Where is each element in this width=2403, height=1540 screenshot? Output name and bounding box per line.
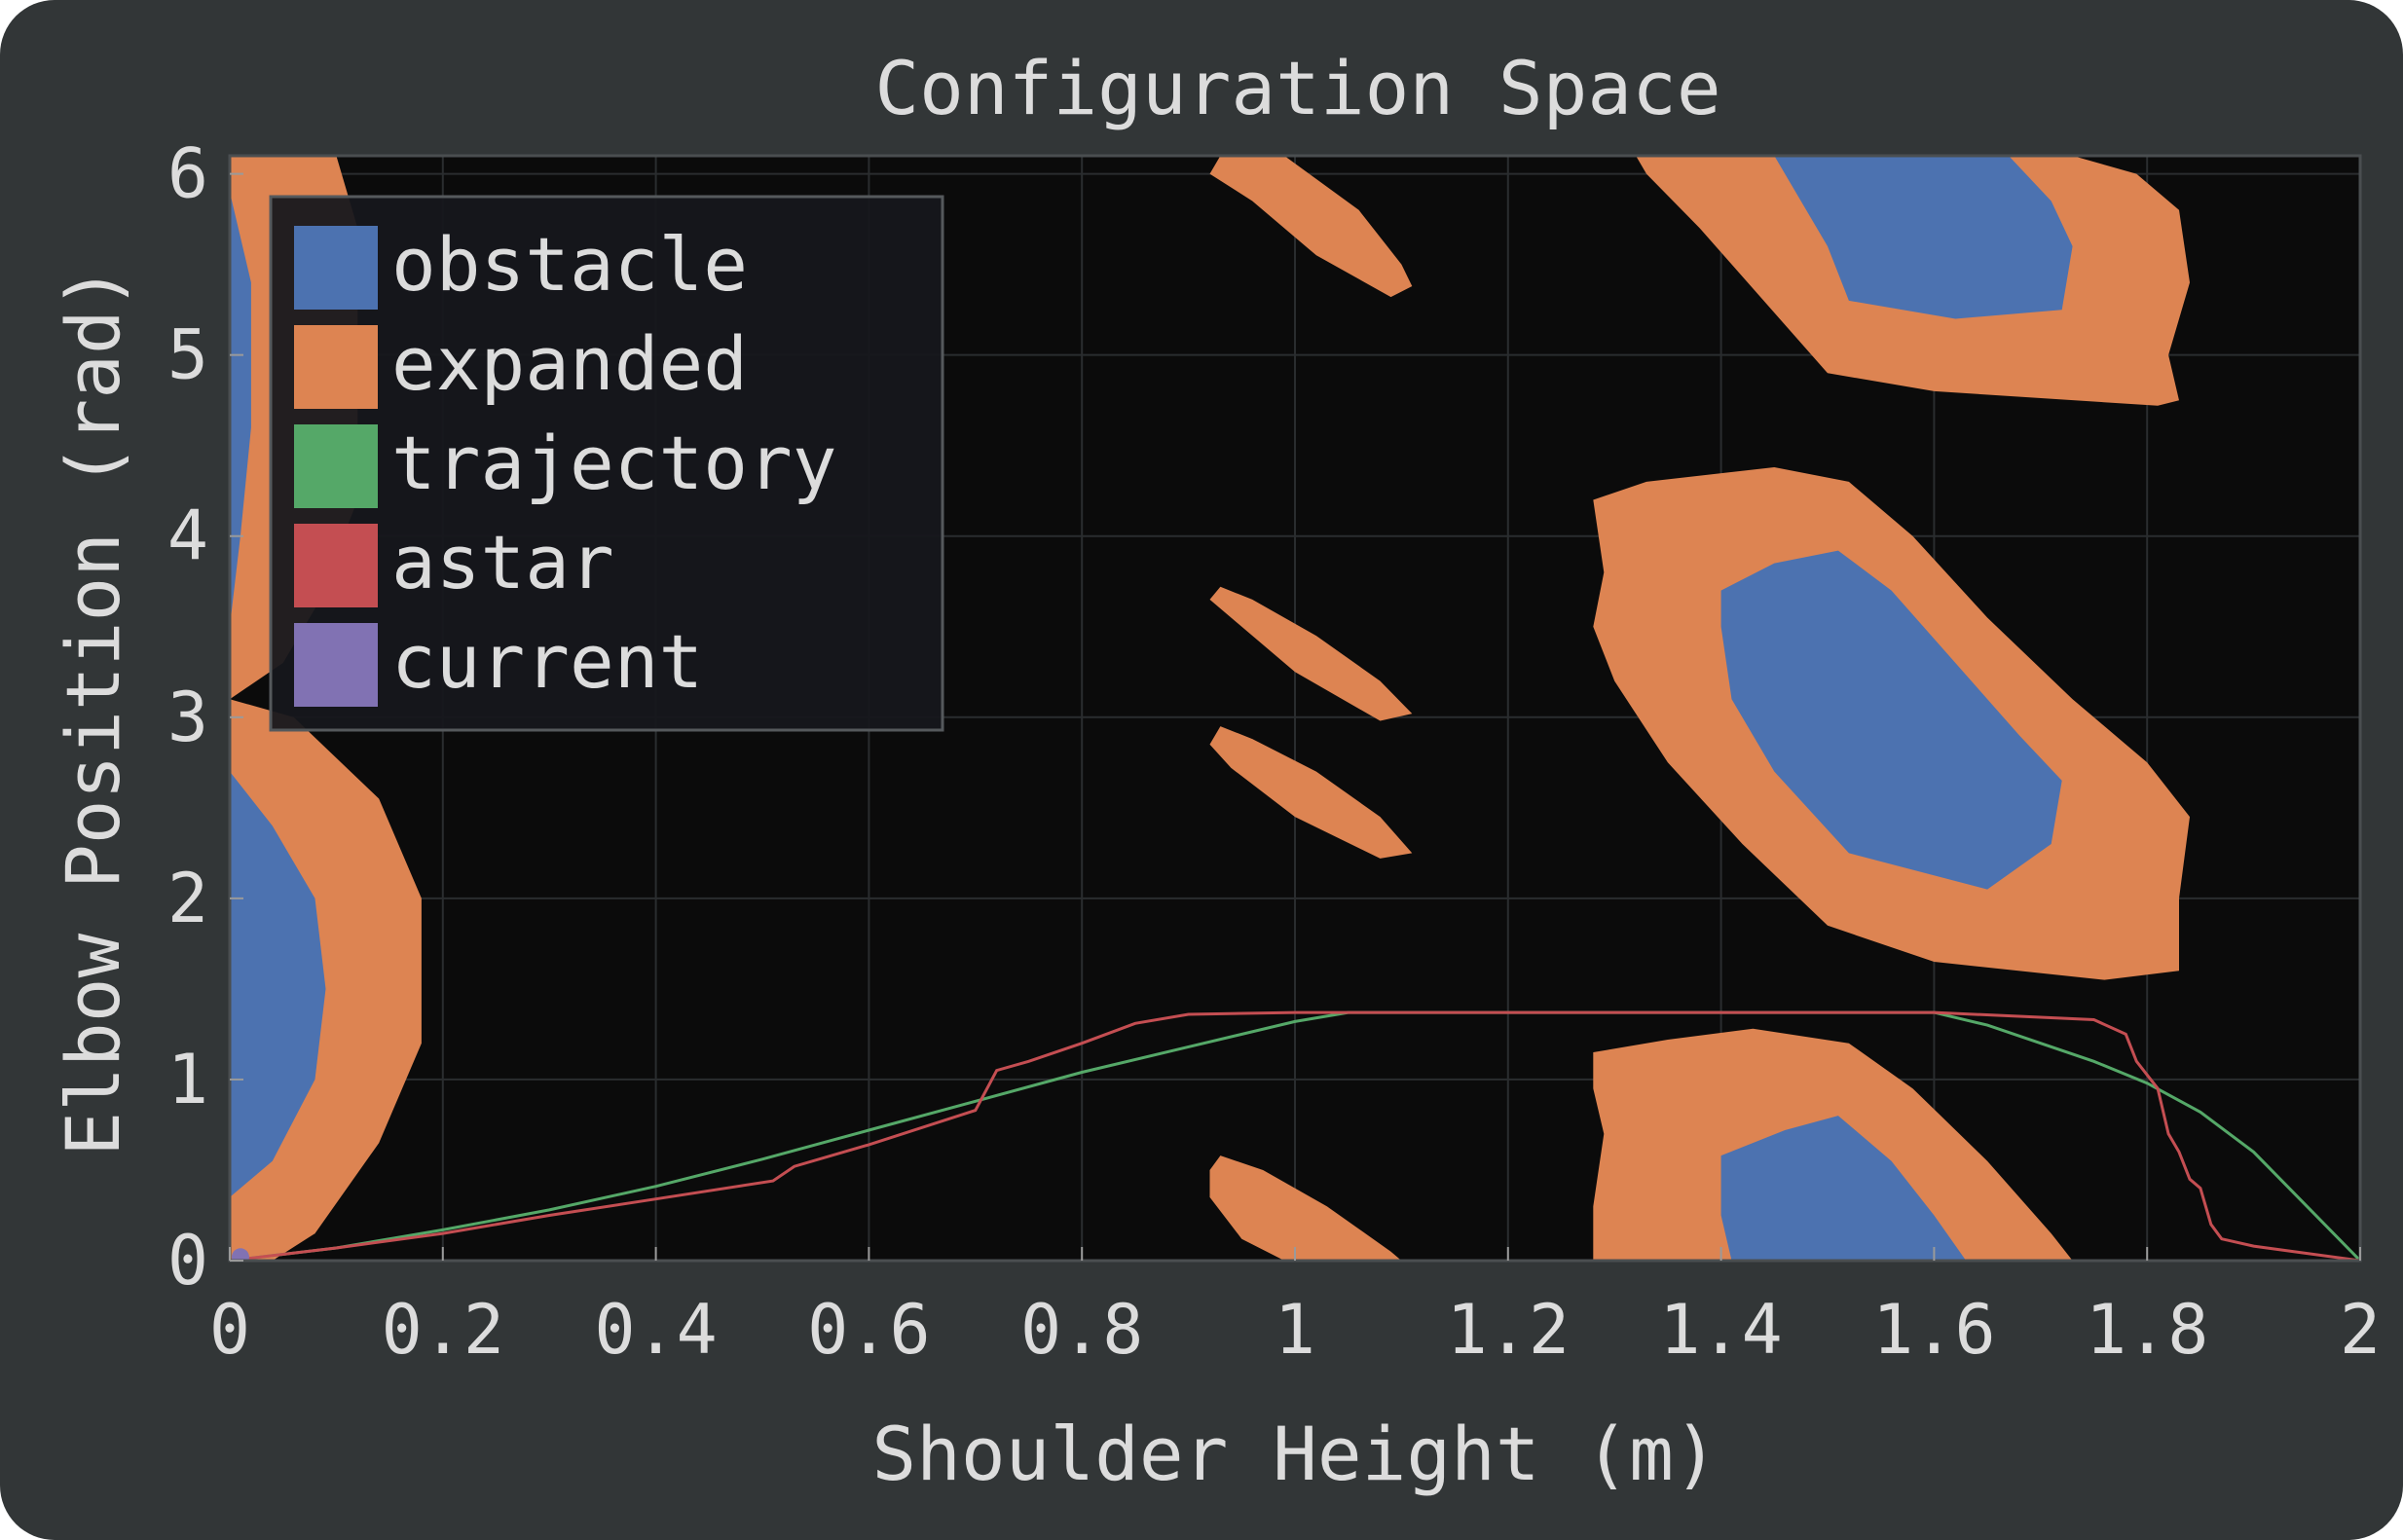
trajectory-line (230, 1010, 2360, 1261)
y-axis-ticks: 0 1 2 3 4 5 6 (167, 134, 243, 1301)
x-axis-ticks: 0 0.2 0.4 0.6 0.8 1 1.2 1.4 1.6 1.8 2 (209, 1247, 2381, 1370)
legend-box (269, 195, 944, 732)
y-tick-label: 6 (167, 134, 208, 214)
series-lines (230, 1010, 2360, 1261)
legend-swatch-expanded (294, 325, 378, 409)
astar-line (230, 1010, 2360, 1261)
legend-label-obstacle: obstacle (391, 221, 748, 308)
y-tick-label: 5 (167, 315, 208, 395)
x-tick-label: 0 (209, 1290, 250, 1370)
obstacle-regions (230, 156, 2073, 1261)
x-tick-label: 1.4 (1659, 1290, 1782, 1370)
y-tick-label: 2 (167, 859, 208, 938)
obstacle-region (230, 192, 251, 627)
x-axis-label: Shoulder Height (m) (871, 1411, 1718, 1497)
y-axis-label: Elbow Position (rad) (50, 265, 136, 1155)
x-tick-label: 1.2 (1447, 1290, 1570, 1370)
legend-label-current: current (391, 618, 703, 705)
y-tick-label: 4 (167, 496, 208, 576)
legend-swatch-current (294, 623, 378, 707)
obstacle-region (1720, 1116, 1967, 1261)
expanded-region (1209, 586, 1413, 721)
legend-swatch-astar (294, 524, 378, 607)
legend: obstacle expanded trajectory astar current (269, 195, 944, 732)
obstacle-region (1774, 156, 2073, 319)
x-tick-label: 1.6 (1872, 1290, 1995, 1370)
x-tick-label: 0.8 (1020, 1290, 1143, 1370)
current-marker (231, 1248, 249, 1261)
legend-label-trajectory: trajectory (391, 420, 837, 506)
obstacle-region (1720, 550, 2062, 890)
legend-label-astar: astar (391, 519, 614, 605)
expanded-region (1209, 726, 1413, 859)
x-tick-label: 1.8 (2086, 1290, 2208, 1370)
legend-swatch-trajectory (294, 424, 378, 508)
x-tick-label: 0.4 (594, 1290, 717, 1370)
x-tick-label: 2 (2340, 1290, 2381, 1370)
x-tick-label: 0.6 (807, 1290, 930, 1370)
expanded-region (1209, 156, 1413, 298)
x-tick-label: 1 (1275, 1290, 1315, 1370)
legend-label-expanded: expanded (391, 320, 748, 407)
chart-title: Configuration Space (874, 45, 1720, 131)
legend-swatch-obstacle (294, 226, 378, 310)
y-tick-label: 1 (167, 1040, 208, 1119)
expanded-region (1209, 1155, 1402, 1261)
y-tick-label: 3 (167, 678, 208, 757)
y-tick-label: 0 (167, 1221, 208, 1301)
x-tick-label: 0.2 (382, 1290, 504, 1370)
obstacle-region (230, 771, 326, 1197)
